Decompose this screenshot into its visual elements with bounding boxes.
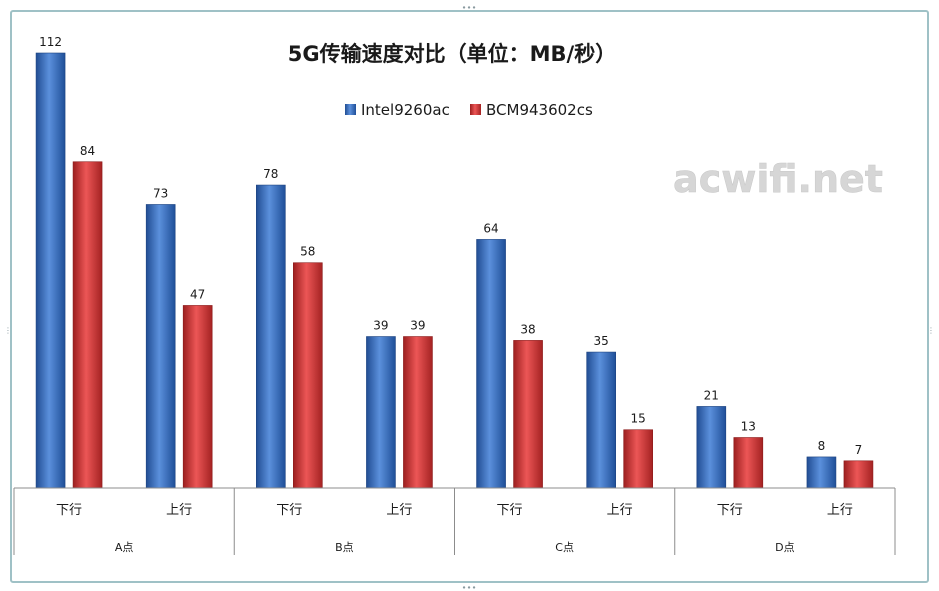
value-label-bcm-2: 58 — [300, 245, 315, 259]
value-label-intel-7: 8 — [818, 439, 826, 453]
value-label-intel-2: 78 — [263, 167, 278, 181]
category-label-7: 上行 — [827, 503, 853, 518]
value-label-intel-0: 112 — [39, 35, 62, 49]
category-label-2: 下行 — [276, 503, 302, 518]
bar-bcm-0 — [72, 161, 103, 489]
legend: Intel9260ac BCM943602cs — [345, 101, 593, 119]
value-label-intel-6: 21 — [704, 388, 719, 402]
bar-intel-3 — [366, 336, 396, 489]
group-label-1: B点 — [335, 541, 354, 554]
value-label-bcm-1: 47 — [190, 287, 205, 301]
resize-handle-top[interactable]: ∙∙∙ — [461, 3, 476, 12]
bar-bcm-2 — [293, 262, 323, 489]
bar-bcm-6 — [733, 437, 764, 489]
value-label-intel-3: 39 — [373, 319, 388, 333]
bar-intel-7 — [806, 456, 837, 489]
bar-bcm-4 — [513, 340, 543, 489]
category-axis: 下行 上行 下行 上行 下行 上行 下行 上行 A点 B点 C点 D点 — [13, 487, 896, 555]
value-label-bcm-4: 38 — [520, 322, 535, 336]
bar-bcm-5 — [623, 429, 653, 489]
bars-layer — [35, 52, 874, 489]
bar-bcm-7 — [843, 460, 874, 489]
bar-bcm-1 — [182, 305, 213, 489]
legend-swatch-intel — [345, 104, 356, 115]
resize-handle-bottom[interactable]: ∙∙∙ — [461, 583, 476, 591]
legend-swatch-bcm — [470, 104, 481, 115]
legend-label-bcm: BCM943602cs — [486, 101, 593, 119]
group-label-3: D点 — [775, 541, 794, 554]
bar-intel-5 — [586, 351, 616, 489]
category-label-4: 下行 — [497, 503, 523, 518]
chart-title: 5G传输速度对比（单位：MB/秒） — [288, 42, 616, 66]
value-label-intel-5: 35 — [594, 334, 609, 348]
category-label-1: 上行 — [166, 503, 192, 518]
bar-intel-6 — [696, 406, 727, 489]
bar-intel-1 — [145, 204, 176, 489]
group-label-0: A点 — [115, 541, 134, 554]
group-label-2: C点 — [555, 541, 574, 554]
category-label-3: 上行 — [386, 503, 412, 518]
bar-intel-0 — [35, 52, 66, 489]
value-label-bcm-0: 84 — [80, 144, 95, 158]
resize-handle-left[interactable]: ⋮ — [4, 326, 12, 335]
value-label-bcm-5: 15 — [631, 412, 646, 426]
category-label-0: 下行 — [56, 503, 82, 518]
value-labels-layer: 112 84 73 47 78 58 39 39 64 38 35 15 21 13 8 7 — [39, 35, 862, 457]
category-label-6: 下行 — [717, 503, 743, 518]
value-label-intel-1: 73 — [153, 186, 168, 200]
bar-intel-4 — [476, 239, 506, 489]
value-label-intel-4: 64 — [483, 221, 498, 235]
value-label-bcm-3: 39 — [410, 319, 425, 333]
resize-handle-right[interactable]: ⋮ — [927, 326, 935, 335]
value-label-bcm-6: 13 — [741, 420, 756, 434]
category-label-5: 上行 — [607, 503, 633, 518]
bar-bcm-3 — [403, 336, 433, 489]
value-label-bcm-7: 7 — [855, 443, 863, 457]
legend-label-intel: Intel9260ac — [361, 101, 450, 119]
bar-intel-2 — [256, 184, 286, 489]
watermark: acwifi.net — [673, 157, 883, 201]
